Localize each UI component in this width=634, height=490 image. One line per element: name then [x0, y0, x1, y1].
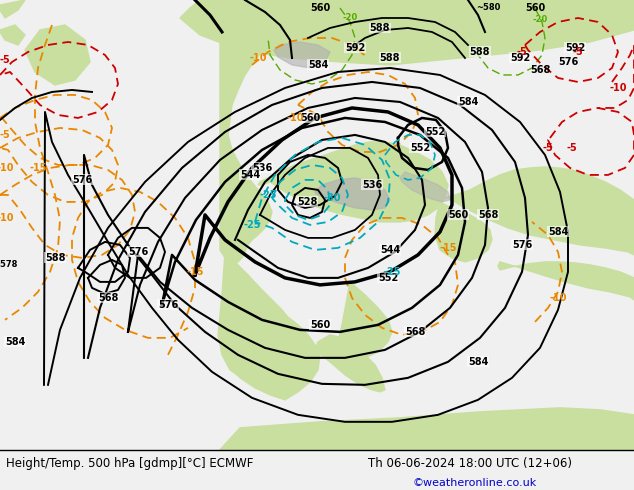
Text: 544: 544: [380, 245, 400, 255]
Text: -30: -30: [323, 193, 340, 203]
Polygon shape: [400, 172, 450, 202]
Text: 544: 544: [240, 170, 260, 180]
Text: 584: 584: [468, 357, 488, 367]
Text: 568: 568: [405, 327, 425, 337]
Text: 592: 592: [345, 43, 365, 53]
Polygon shape: [180, 0, 634, 65]
Polygon shape: [338, 282, 392, 362]
Text: -5: -5: [0, 55, 10, 65]
Text: 584: 584: [308, 60, 328, 70]
Text: 552: 552: [410, 143, 430, 153]
Text: -10: -10: [249, 53, 267, 63]
Text: -5: -5: [0, 130, 10, 140]
Text: 584: 584: [458, 97, 478, 107]
Text: 560: 560: [300, 113, 320, 123]
Text: 588: 588: [370, 23, 391, 33]
Polygon shape: [315, 178, 390, 210]
Text: 592: 592: [565, 43, 585, 53]
Polygon shape: [218, 252, 298, 385]
Polygon shape: [274, 42, 330, 68]
Text: 576: 576: [128, 247, 148, 257]
Text: -20: -20: [342, 14, 358, 23]
Text: -25: -25: [259, 190, 277, 200]
Text: -25: -25: [383, 267, 401, 277]
Text: 576: 576: [158, 300, 178, 310]
Text: 552: 552: [425, 127, 445, 137]
Text: 568: 568: [98, 293, 118, 303]
Text: 576: 576: [72, 175, 92, 185]
Text: 560: 560: [448, 210, 468, 220]
Text: Th 06-06-2024 18:00 UTC (12+06): Th 06-06-2024 18:00 UTC (12+06): [368, 457, 572, 470]
Polygon shape: [25, 25, 90, 85]
Text: 568: 568: [478, 210, 498, 220]
Text: 568: 568: [530, 65, 550, 75]
Text: -20: -20: [533, 16, 548, 24]
Text: -15: -15: [439, 243, 456, 253]
Text: -5: -5: [573, 47, 583, 57]
Text: 560: 560: [310, 320, 330, 330]
Text: -10: -10: [609, 83, 627, 93]
Text: 536: 536: [362, 180, 382, 190]
Polygon shape: [220, 408, 634, 450]
Polygon shape: [315, 335, 385, 392]
Text: 588: 588: [470, 47, 490, 57]
Text: 560: 560: [525, 3, 545, 13]
Text: 576: 576: [512, 240, 532, 250]
Polygon shape: [435, 202, 492, 262]
Text: ©weatheronline.co.uk: ©weatheronline.co.uk: [412, 478, 536, 488]
Text: 588: 588: [380, 53, 400, 63]
Text: 592: 592: [510, 53, 530, 63]
Text: -15: -15: [186, 267, 204, 277]
Text: 588: 588: [45, 253, 65, 263]
Text: -5: -5: [543, 143, 553, 153]
Text: 584: 584: [548, 227, 568, 237]
Polygon shape: [0, 25, 25, 45]
Text: ~580: ~580: [476, 3, 500, 13]
Polygon shape: [0, 0, 25, 18]
Text: -5: -5: [517, 47, 527, 57]
Text: ~578: ~578: [0, 260, 17, 270]
Text: 576: 576: [558, 57, 578, 67]
Text: -10: -10: [549, 293, 567, 303]
Polygon shape: [225, 265, 320, 400]
Text: 528: 528: [297, 197, 317, 207]
Text: -5: -5: [567, 143, 578, 153]
Text: -10: -10: [0, 163, 14, 173]
Text: -15: -15: [29, 163, 47, 173]
Text: -10: -10: [0, 213, 14, 223]
Text: -10: -10: [286, 113, 304, 123]
Text: -25: -25: [243, 220, 261, 230]
Text: 560: 560: [310, 3, 330, 13]
Polygon shape: [498, 262, 634, 300]
Polygon shape: [440, 167, 634, 255]
Text: 552: 552: [378, 273, 398, 283]
Text: Height/Temp. 500 hPa [gdmp][°C] ECMWF: Height/Temp. 500 hPa [gdmp][°C] ECMWF: [6, 457, 254, 470]
Text: 536: 536: [252, 163, 272, 173]
Text: 584: 584: [5, 337, 25, 347]
Polygon shape: [258, 142, 448, 222]
Polygon shape: [220, 0, 272, 265]
